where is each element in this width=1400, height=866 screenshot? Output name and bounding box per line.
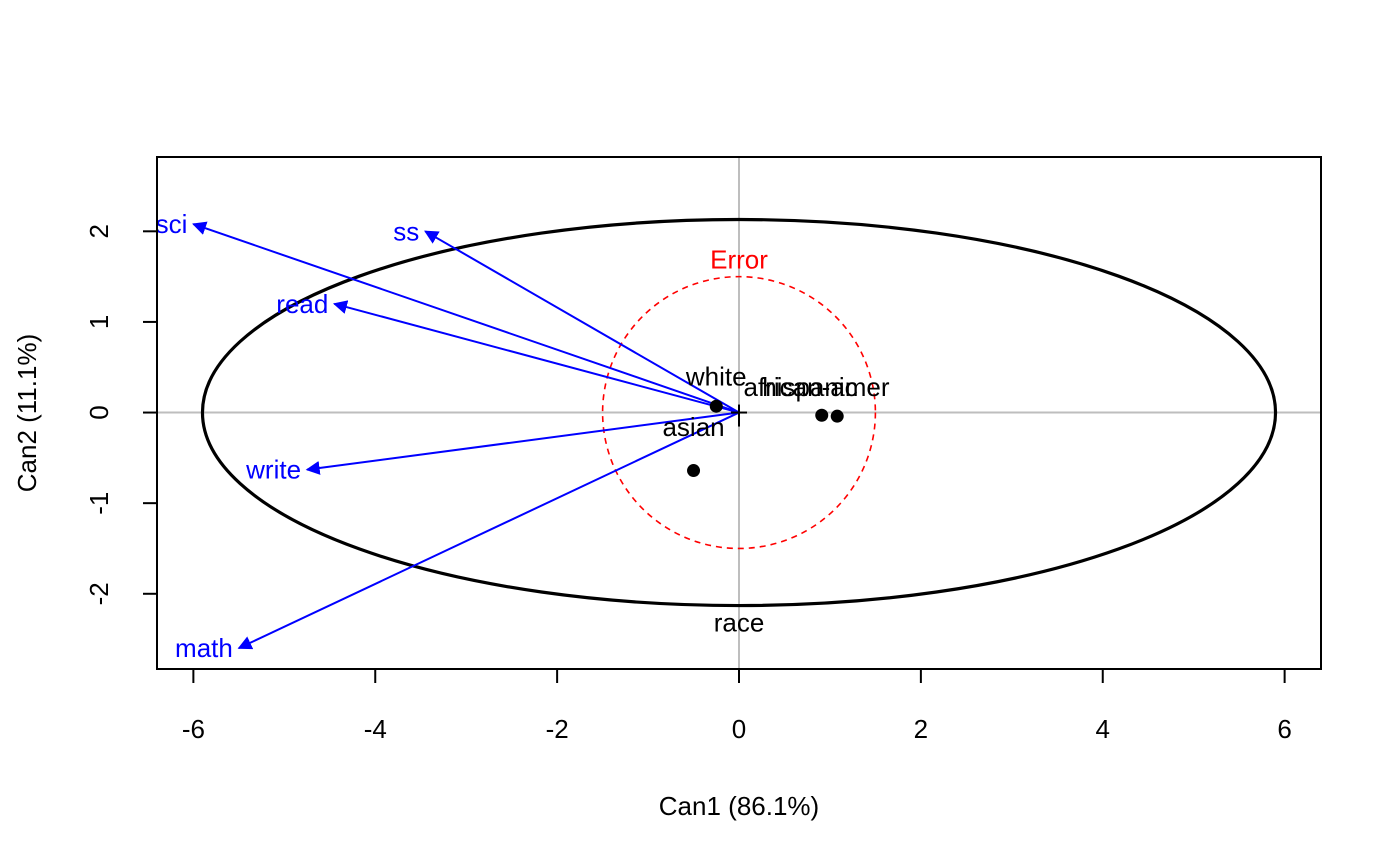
hispanic-label: hispanic: [762, 372, 857, 402]
x-tick-label: 0: [732, 714, 746, 744]
error-ellipse: [601, 275, 877, 550]
ellipses: [200, 217, 1278, 608]
variable-vectors: [192, 221, 740, 650]
x-tick-label: -2: [546, 714, 569, 744]
group-means: [687, 399, 844, 478]
y-axis: -2 -1 0 1 2: [84, 224, 158, 605]
white-label: white: [685, 361, 747, 391]
asian-label: asian: [662, 412, 724, 442]
x-tick-label: 6: [1277, 714, 1291, 744]
math-vector-label: math: [175, 633, 233, 663]
math-vector: [237, 411, 740, 650]
ss-vector: [424, 230, 740, 414]
asian-point: [687, 464, 701, 478]
error-ellipse-label: Error: [710, 245, 768, 275]
white-point: [709, 399, 723, 413]
hispanic-point: [815, 408, 829, 422]
race-ellipse: [200, 217, 1278, 608]
x-tick-label: -6: [182, 714, 205, 744]
x-tick-label: 2: [914, 714, 928, 744]
ss-vector-label: ss: [393, 216, 419, 246]
african-amer-label: african-amer: [744, 372, 890, 402]
x-tick-label: 4: [1096, 714, 1110, 744]
read-vector-label: read: [276, 289, 328, 319]
read-vector: [332, 300, 740, 414]
write-vector: [305, 411, 740, 475]
y-tick-label: 2: [84, 224, 114, 238]
y-tick-label: 0: [84, 405, 114, 419]
y-axis-title: Can2 (11.1%): [12, 334, 42, 493]
x-tick-label: -4: [364, 714, 387, 744]
write-vector-label: write: [245, 455, 301, 485]
labels: race Error sci ss read write math whiteafrican-…: [156, 209, 890, 663]
x-axis-title: Can1 (86.1%): [659, 791, 819, 821]
y-tick-label: -2: [84, 582, 114, 605]
y-tick-label: -1: [84, 492, 114, 515]
african-amer-point: [830, 409, 844, 423]
sci-vector: [192, 221, 740, 414]
x-axis: -6 -4 -2 0 2 4 6: [182, 668, 1292, 744]
race-ellipse-label: race: [714, 608, 765, 638]
sci-vector-label: sci: [156, 209, 188, 239]
y-tick-label: 1: [84, 315, 114, 329]
